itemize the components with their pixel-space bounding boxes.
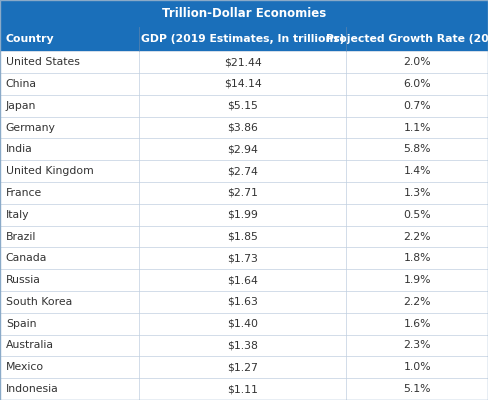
Bar (0, 160, 488, 182)
Text: 2.2%: 2.2% (404, 297, 431, 307)
Text: Italy: Italy (6, 210, 29, 220)
Bar (0, 0, 488, 27)
Text: Spain: Spain (6, 319, 37, 329)
Text: 1.1%: 1.1% (404, 122, 431, 132)
Bar (0, 138, 488, 160)
Text: Australia: Australia (6, 340, 54, 350)
Text: GDP (2019 Estimates, In trillions): GDP (2019 Estimates, In trillions) (141, 34, 345, 44)
Text: $21.44: $21.44 (224, 57, 262, 67)
Text: Indonesia: Indonesia (6, 384, 59, 394)
Bar (0, 95, 488, 117)
Text: 1.9%: 1.9% (404, 275, 431, 285)
Bar (0, 73, 488, 95)
Text: Germany: Germany (6, 122, 56, 132)
Bar (0, 378, 488, 400)
Text: $1.27: $1.27 (227, 362, 258, 372)
Text: Trillion-Dollar Economies: Trillion-Dollar Economies (162, 7, 326, 20)
Bar (0, 226, 488, 247)
Bar (0, 356, 488, 378)
Text: $1.85: $1.85 (227, 232, 258, 242)
Text: $1.11: $1.11 (227, 384, 258, 394)
Bar (0, 27, 488, 51)
Text: $14.14: $14.14 (224, 79, 262, 89)
Text: $2.71: $2.71 (227, 188, 258, 198)
Bar (0, 204, 488, 226)
Text: $1.64: $1.64 (227, 275, 258, 285)
Text: 1.3%: 1.3% (404, 188, 431, 198)
Bar (0, 334, 488, 356)
Text: $2.74: $2.74 (227, 166, 258, 176)
Text: $3.86: $3.86 (227, 122, 258, 132)
Text: United States: United States (6, 57, 80, 67)
Bar (0, 269, 488, 291)
Text: China: China (6, 79, 37, 89)
Bar (0, 247, 488, 269)
Text: 5.1%: 5.1% (404, 384, 431, 394)
Text: Mexico: Mexico (6, 362, 44, 372)
Bar (0, 182, 488, 204)
Text: Russia: Russia (6, 275, 41, 285)
Bar (0, 51, 488, 73)
Text: Brazil: Brazil (6, 232, 36, 242)
Text: United Kingdom: United Kingdom (6, 166, 94, 176)
Bar (0, 117, 488, 138)
Text: Japan: Japan (6, 101, 36, 111)
Text: $1.63: $1.63 (227, 297, 258, 307)
Text: 2.0%: 2.0% (404, 57, 431, 67)
Text: $5.15: $5.15 (227, 101, 258, 111)
Text: 1.4%: 1.4% (404, 166, 431, 176)
Text: South Korea: South Korea (6, 297, 72, 307)
Text: 2.3%: 2.3% (404, 340, 431, 350)
Text: India: India (6, 144, 33, 154)
Text: 5.8%: 5.8% (404, 144, 431, 154)
Text: 0.5%: 0.5% (404, 210, 431, 220)
Text: 1.8%: 1.8% (404, 253, 431, 263)
Text: 1.0%: 1.0% (404, 362, 431, 372)
Text: 6.0%: 6.0% (404, 79, 431, 89)
Text: $2.94: $2.94 (227, 144, 258, 154)
Text: $1.99: $1.99 (227, 210, 258, 220)
Text: 1.6%: 1.6% (404, 319, 431, 329)
Text: $1.40: $1.40 (227, 319, 258, 329)
Bar (0, 291, 488, 313)
Bar (0, 313, 488, 334)
Text: $1.73: $1.73 (227, 253, 258, 263)
Text: Projected Growth Rate (2020): Projected Growth Rate (2020) (326, 34, 488, 44)
Text: Country: Country (6, 34, 55, 44)
Text: $1.38: $1.38 (227, 340, 258, 350)
Text: 0.7%: 0.7% (404, 101, 431, 111)
Text: France: France (6, 188, 42, 198)
Text: Canada: Canada (6, 253, 47, 263)
Text: 2.2%: 2.2% (404, 232, 431, 242)
